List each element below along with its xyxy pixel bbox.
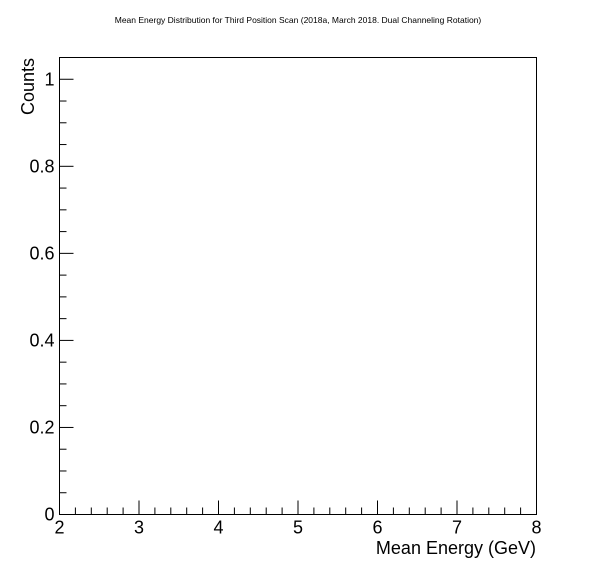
- x-tick-label: 8: [531, 518, 541, 538]
- x-tick-label: 4: [213, 518, 223, 538]
- y-tick-label: 0.4: [29, 330, 54, 350]
- chart-title: Mean Energy Distribution for Third Posit…: [115, 15, 482, 25]
- x-tick-label: 2: [54, 518, 64, 538]
- x-axis-label: Mean Energy (GeV): [376, 538, 536, 558]
- y-tick-label: 0.6: [29, 243, 54, 263]
- y-axis-label: Counts: [18, 58, 38, 115]
- plot-frame: [59, 57, 537, 515]
- x-tick-label: 3: [134, 518, 144, 538]
- y-tick-label: 0: [44, 505, 54, 525]
- x-tick-label: 5: [293, 518, 303, 538]
- x-tick-label: 6: [372, 518, 382, 538]
- x-axis: 2 3 4 5 6 7 8: [54, 500, 542, 538]
- y-tick-label: 0.2: [29, 417, 54, 437]
- x-tick-label: 7: [452, 518, 462, 538]
- y-tick-label: 1: [44, 69, 54, 89]
- y-axis: 0 0.2 0.4 0.6 0.8 1: [29, 57, 74, 525]
- y-tick-label: 0.8: [29, 156, 54, 176]
